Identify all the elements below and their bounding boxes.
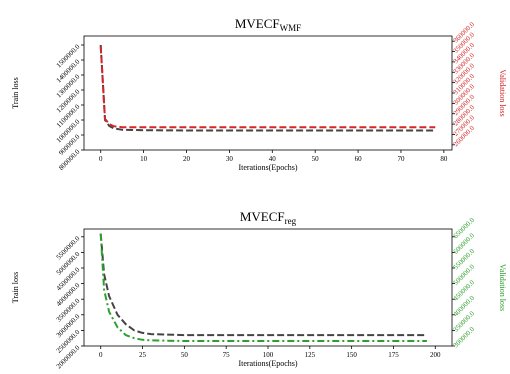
x-tick-label: 30	[226, 155, 234, 163]
x-tick-label: 10	[140, 155, 148, 163]
x-tick-label: 50	[312, 155, 320, 163]
title-subscript: WMF	[280, 23, 302, 33]
y-axis-label: Train loss	[11, 77, 20, 109]
series-line	[99, 233, 427, 342]
x-axis-label: Iterations(Epochs)	[238, 163, 297, 172]
x-tick-label: 125	[305, 351, 316, 359]
series-line	[99, 233, 427, 337]
y2-axis-label: Validation loss	[498, 69, 507, 116]
title-main: MVECF	[240, 209, 285, 224]
x-tick-label: 200	[430, 351, 441, 359]
x-tick-label: 0	[99, 351, 103, 359]
y2-axis-label: Validation loss	[498, 264, 507, 311]
chart-title: MVECFWMF	[235, 16, 301, 33]
x-tick-label: 50	[181, 351, 189, 359]
x-tick-label: 80	[440, 155, 448, 163]
x-tick-label: 20	[183, 155, 191, 163]
x-tick-label: 25	[139, 351, 147, 359]
x-axis-label: Iterations(Epochs)	[238, 359, 297, 368]
x-tick-label: 175	[388, 351, 399, 359]
x-tick-label: 100	[263, 351, 274, 359]
plot-frame	[83, 35, 453, 151]
x-tick-label: 0	[99, 155, 103, 163]
y-axis-label: Train loss	[11, 272, 20, 304]
series-line	[99, 44, 436, 132]
title-subscript: reg	[285, 216, 297, 226]
x-tick-label: 70	[397, 155, 405, 163]
series-line	[99, 46, 436, 129]
x-tick-label: 75	[223, 351, 231, 359]
chart-title: MVECFreg	[240, 209, 297, 226]
x-tick-label: 60	[355, 155, 363, 163]
x-tick-label: 40	[269, 155, 277, 163]
title-main: MVECF	[235, 16, 280, 31]
plot-frame	[83, 228, 453, 347]
x-tick-label: 150	[346, 351, 357, 359]
